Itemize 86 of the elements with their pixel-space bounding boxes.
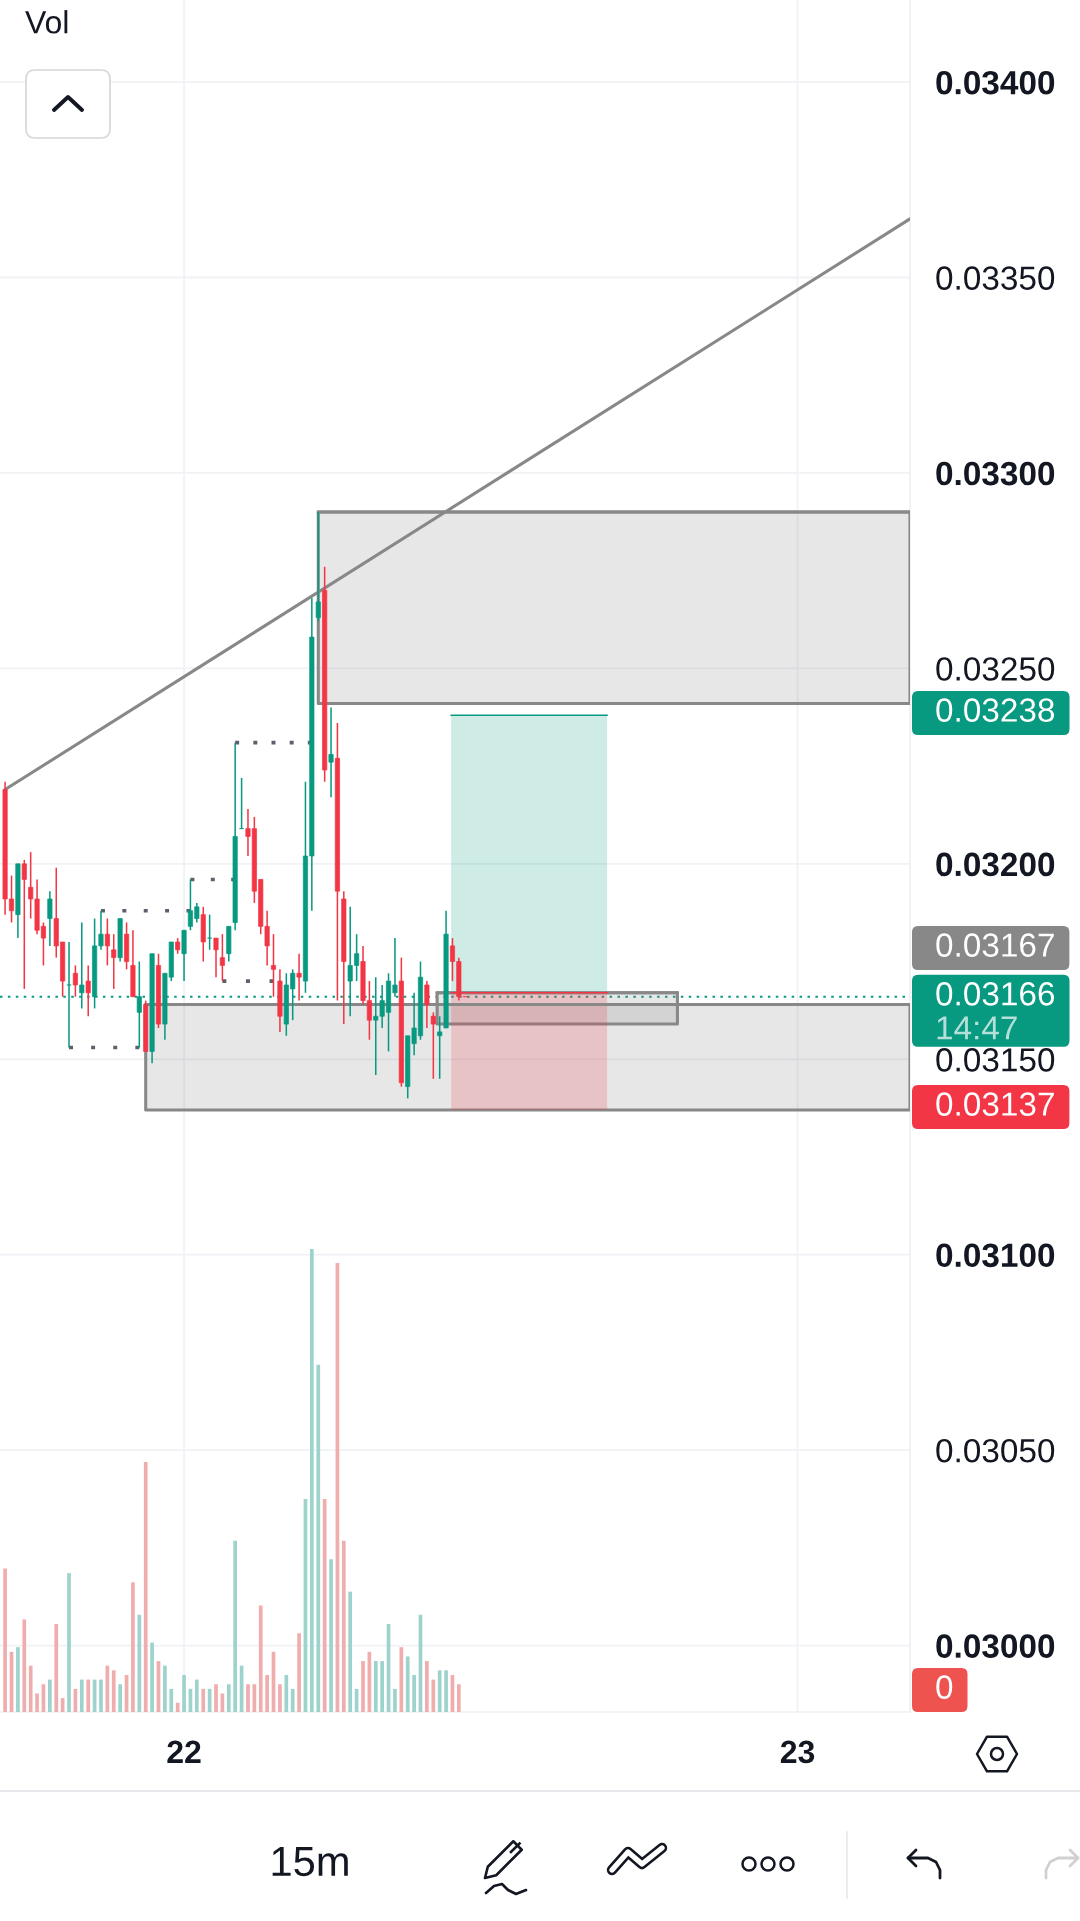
y-tick-label: 0.03200 (936, 852, 1055, 877)
candlestick (72, 964, 78, 998)
bar (182, 1674, 186, 1712)
bar (48, 1679, 52, 1712)
candlestick (424, 980, 430, 1029)
x-tick-label: 22 (167, 1740, 201, 1763)
candlestick (437, 1015, 443, 1080)
candlestick (430, 1011, 436, 1080)
chart-title: Vol (25, 10, 68, 34)
bar (284, 1674, 289, 1712)
bar (322, 1499, 327, 1712)
y-tick-label: 0.03350 (936, 266, 1055, 290)
bar (143, 1461, 148, 1712)
candlestick (296, 952, 302, 1002)
bar (226, 1684, 231, 1712)
candlestick (47, 890, 53, 947)
text: 0.03137 (936, 1092, 1054, 1116)
y-tick-label: 0.03150 (936, 1048, 1055, 1072)
bar (169, 1688, 174, 1712)
bar (265, 1674, 269, 1712)
ref-line-label: 0.03166 14:47 (936, 982, 1055, 1040)
candlestick (315, 511, 321, 623)
bar (412, 1674, 416, 1712)
bar (258, 1605, 263, 1712)
bar (297, 1633, 301, 1712)
y-tick-label: 0.03300 (936, 461, 1055, 486)
bar (348, 1591, 353, 1712)
bar (194, 1679, 199, 1712)
bar (380, 1661, 384, 1712)
bar (233, 1540, 237, 1712)
candlestick (219, 933, 225, 982)
bar (405, 1656, 410, 1712)
x-tick-label: 23 (780, 1740, 815, 1764)
bar (437, 1670, 442, 1712)
bar (22, 1619, 27, 1712)
bar (361, 1661, 365, 1712)
y-tick-label: 0.03100 (936, 1243, 1055, 1268)
text: 0.03167 (936, 933, 1054, 957)
bar (111, 1670, 116, 1712)
bar (137, 1614, 142, 1712)
bar (86, 1679, 91, 1712)
bar (16, 1647, 20, 1712)
y-tick-label: 0.03400 (936, 70, 1055, 95)
candlestick (270, 933, 277, 998)
candlestick (328, 706, 334, 799)
text: 0.03238 (936, 698, 1055, 722)
bar (425, 1661, 429, 1712)
bar (341, 1540, 346, 1712)
bar (399, 1647, 404, 1712)
y-tick-label: 0.03050 (936, 1438, 1055, 1463)
bar (456, 1684, 461, 1712)
bar (329, 1559, 333, 1712)
bar (3, 1568, 7, 1712)
candlestick (85, 964, 91, 1018)
candlestick (111, 933, 117, 990)
bar (118, 1684, 122, 1712)
candlestick (207, 913, 213, 951)
bar (444, 1670, 448, 1712)
candlestick (213, 937, 219, 978)
bar (35, 1693, 39, 1712)
candlestick (104, 917, 110, 967)
bar (246, 1684, 250, 1712)
bar (79, 1679, 84, 1712)
candlestick (181, 929, 187, 982)
bar (278, 1684, 282, 1712)
bar (373, 1661, 378, 1712)
bar (431, 1679, 436, 1712)
bar (316, 1364, 321, 1712)
y-tick-label: 0.03250 (936, 657, 1055, 681)
y-tick-label: 0.03000 (936, 1634, 1055, 1659)
text: 0 (936, 1675, 953, 1699)
candlestick (21, 859, 27, 990)
bar (393, 1688, 397, 1712)
bar (201, 1688, 206, 1712)
bar (99, 1679, 103, 1712)
bar (163, 1665, 167, 1712)
bar (131, 1582, 135, 1712)
bar (150, 1642, 154, 1712)
bar (28, 1665, 33, 1712)
bar (290, 1688, 295, 1712)
text: 15m (272, 1847, 348, 1877)
bar (175, 1702, 180, 1712)
bar (309, 1249, 314, 1712)
bar (54, 1624, 59, 1712)
bar (67, 1573, 71, 1712)
bar (214, 1684, 218, 1712)
